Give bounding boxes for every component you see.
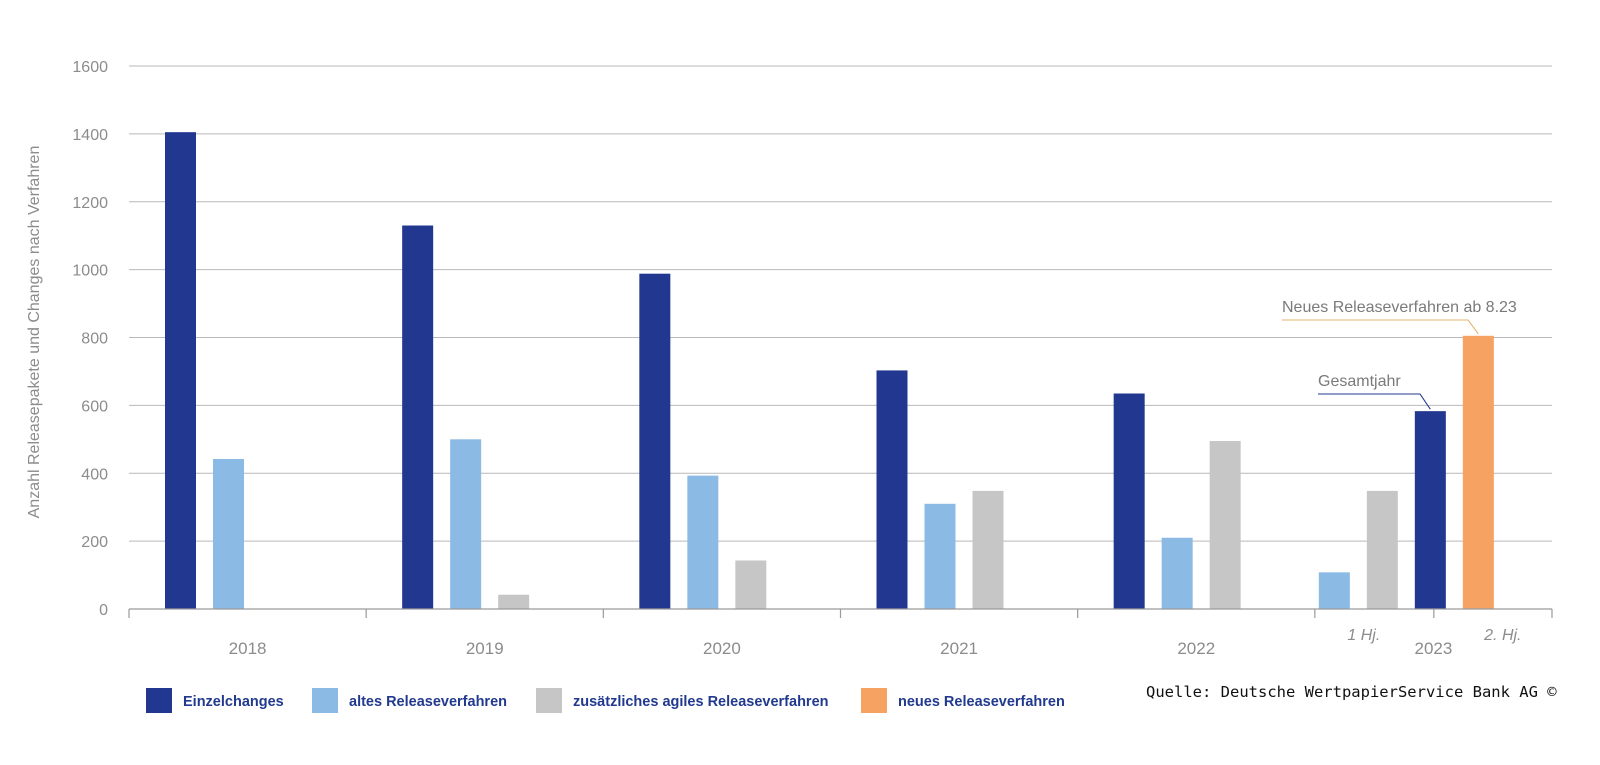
annotation-label: Gesamtjahr <box>1318 373 1401 390</box>
bar <box>402 225 434 609</box>
annotation-label: Neues Releaseverfahren ab 8.23 <box>1282 299 1517 316</box>
bar <box>1209 441 1241 609</box>
bar <box>687 475 719 609</box>
y-tick-label: 600 <box>81 398 108 415</box>
y-tick-label: 200 <box>81 534 108 551</box>
bar <box>972 490 1004 609</box>
y-tick-label: 800 <box>81 331 108 348</box>
x-category-label: 2019 <box>466 639 504 658</box>
legend-swatch <box>312 688 338 713</box>
x-category-label: 2020 <box>703 639 741 658</box>
bar <box>450 439 482 609</box>
legend-item: neues Releaseverfahren <box>861 688 1065 713</box>
bar <box>213 458 244 609</box>
legend-label: zusätzliches agiles Releaseverfahren <box>573 694 829 710</box>
y-axis-label: Anzahl Releasepakete und Changes nach Ve… <box>26 146 43 519</box>
y-tick-label: 1000 <box>72 263 108 280</box>
bar <box>165 132 196 609</box>
bar <box>498 594 530 609</box>
y-tick-label: 0 <box>99 602 108 619</box>
bar <box>924 503 956 609</box>
source-note: Quelle: Deutsche WertpapierService Bank … <box>1146 683 1557 701</box>
y-tick-label: 1200 <box>72 195 108 212</box>
bar <box>1366 490 1398 609</box>
bar <box>735 560 767 609</box>
legend-item: altes Releaseverfahren <box>312 688 507 713</box>
x-category-label: 2022 <box>1177 639 1215 658</box>
y-tick-label: 1600 <box>72 59 108 76</box>
x-category-label: 2018 <box>229 639 267 658</box>
y-tick-label: 400 <box>81 466 108 483</box>
x-category-label: 2021 <box>940 639 978 658</box>
bar <box>1462 335 1494 609</box>
annotation-leader <box>1282 319 1479 335</box>
legend-swatch <box>536 688 562 713</box>
x-subcategory-label: 1 Hj. <box>1347 627 1380 644</box>
legend-item: zusätzliches agiles Releaseverfahren <box>536 688 829 713</box>
x-category-label: 2023 <box>1415 639 1453 658</box>
x-subcategory-label: 2. Hj. <box>1483 627 1521 644</box>
legend-swatch <box>146 688 172 713</box>
bar <box>876 370 908 609</box>
bar <box>1318 572 1350 609</box>
bar <box>1161 537 1193 609</box>
legend-item: Einzelchanges <box>146 688 284 713</box>
bar <box>1113 393 1145 609</box>
legend-label: altes Releaseverfahren <box>349 694 507 710</box>
legend-label: Einzelchanges <box>183 694 284 710</box>
annotation-leader <box>1318 393 1431 410</box>
legend-swatch <box>861 688 887 713</box>
legend-label: neues Releaseverfahren <box>898 694 1065 710</box>
bar <box>639 273 671 609</box>
bar <box>1414 411 1446 609</box>
y-tick-label: 1400 <box>72 127 108 144</box>
